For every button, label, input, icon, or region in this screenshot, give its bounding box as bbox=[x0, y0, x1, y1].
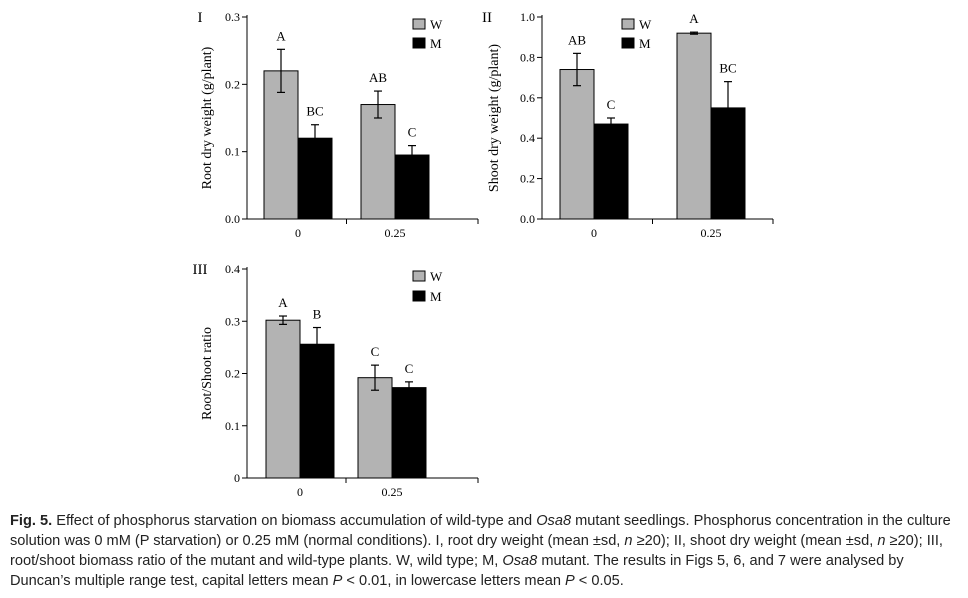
caption-text: mutant seedlings. Phosphorus concentrati… bbox=[10, 513, 951, 549]
y-tick-label: 0.3 bbox=[225, 10, 240, 24]
x-tick-label: 0.25 bbox=[701, 226, 722, 240]
legend-label-w: W bbox=[639, 17, 652, 32]
significance-letter: A bbox=[278, 295, 288, 310]
y-axis-label: Shoot dry weight (g/plant) bbox=[487, 44, 502, 192]
caption-text: ≥20); II, shoot dry weight (mean ±sd, bbox=[632, 533, 878, 549]
legend-label-w: W bbox=[430, 269, 443, 284]
legend-swatch-m bbox=[412, 290, 426, 302]
x-tick-label: 0 bbox=[297, 485, 303, 499]
y-tick-label: 0.4 bbox=[225, 262, 240, 276]
legend-label-m: M bbox=[430, 36, 442, 51]
significance-letter: C bbox=[607, 97, 616, 112]
bar-w-0.25 bbox=[360, 104, 396, 220]
panel-label: III bbox=[193, 262, 208, 278]
caption-text: n bbox=[624, 533, 633, 549]
caption-text: Effect of phosphorus starvation on bioma… bbox=[52, 513, 537, 529]
y-tick-label: 0.4 bbox=[520, 131, 535, 145]
y-tick-label: 0.2 bbox=[520, 172, 535, 186]
x-tick-label: 0.25 bbox=[385, 226, 406, 240]
caption-text: < 0.05. bbox=[574, 573, 624, 589]
bar-w-0.25 bbox=[357, 377, 393, 479]
significance-letter: A bbox=[689, 11, 699, 26]
caption-text: P bbox=[565, 573, 575, 589]
y-tick-label: 0.0 bbox=[520, 212, 535, 226]
chart-panel-i: I 0.0 0.1 0.2 0.3 0 0.25 Root dry weight (g/pla… bbox=[198, 10, 479, 240]
caption-text: mutant. The results in Figs 5, 6, and 7 … bbox=[10, 553, 904, 589]
chart-panel-iii: III 0 0.1 0.2 0.3 0.4 0 0.25 Root/Shoot ratio A B C… bbox=[193, 262, 479, 499]
caption-text: P bbox=[332, 573, 343, 589]
x-tick-label: 0.25 bbox=[382, 485, 403, 499]
panel-label: II bbox=[482, 10, 492, 26]
significance-letter: C bbox=[405, 361, 414, 376]
panel-label: I bbox=[198, 10, 203, 26]
legend-swatch-m bbox=[621, 37, 635, 49]
y-tick-label: 0.1 bbox=[225, 419, 240, 433]
caption-text: Osa8 bbox=[536, 513, 572, 529]
significance-letter: C bbox=[371, 344, 380, 359]
legend-label-w: W bbox=[430, 17, 443, 32]
y-tick-label: 0 bbox=[234, 471, 240, 485]
y-tick-label: 0.2 bbox=[225, 77, 240, 91]
y-tick-label: 0.6 bbox=[520, 91, 535, 105]
chart-panel-ii: II 0.0 0.2 0.4 0.6 0.8 1.0 0 0.25 Shoot dry weigh… bbox=[482, 10, 774, 240]
y-tick-label: 0.8 bbox=[520, 50, 535, 64]
bar-m-0.25 bbox=[391, 387, 427, 479]
significance-letter: BC bbox=[719, 61, 736, 76]
significance-letter: C bbox=[408, 125, 417, 140]
bar-w-0 bbox=[263, 70, 299, 220]
y-tick-label: 1.0 bbox=[520, 10, 535, 24]
caption-text: < 0.01, in lowercase letters mean bbox=[342, 573, 565, 589]
bar-m-0 bbox=[299, 343, 335, 479]
significance-letter: AB bbox=[369, 70, 387, 85]
significance-letter: B bbox=[313, 307, 322, 322]
bar-m-0.25 bbox=[710, 107, 746, 220]
legend-swatch-w bbox=[621, 18, 635, 30]
caption-text: Osa8 bbox=[502, 553, 538, 569]
legend-label-m: M bbox=[430, 289, 442, 304]
y-tick-label: 0.2 bbox=[225, 367, 240, 381]
caption-text: ≥20); III, root/shoot biomass ratio of t… bbox=[10, 533, 943, 569]
legend-swatch-w bbox=[412, 18, 426, 30]
y-tick-label: 0.1 bbox=[225, 145, 240, 159]
figure-charts: I 0.0 0.1 0.2 0.3 0 0.25 Root dry weight (g/pla… bbox=[193, 10, 774, 499]
caption-figure-label: Fig. 5. bbox=[10, 513, 53, 529]
bar-m-0.25 bbox=[394, 154, 430, 220]
bar-w-0 bbox=[559, 69, 595, 220]
y-tick-label: 0.0 bbox=[225, 212, 240, 226]
y-axis-label: Root/Shoot ratio bbox=[200, 327, 215, 420]
significance-letter: BC bbox=[306, 104, 323, 119]
bar-m-0 bbox=[593, 123, 629, 220]
x-tick-label: 0 bbox=[591, 226, 597, 240]
legend-swatch-m bbox=[412, 37, 426, 49]
y-axis-label: Root dry weight (g/plant) bbox=[200, 46, 215, 189]
significance-letter: A bbox=[276, 28, 286, 43]
legend-label-m: M bbox=[639, 36, 651, 51]
figure-caption: Fig. 5. Effect of phosphorus starvation … bbox=[10, 511, 960, 591]
caption-text: n bbox=[877, 533, 886, 549]
bar-w-0.25 bbox=[676, 32, 712, 220]
legend-swatch-w bbox=[412, 270, 426, 282]
significance-letter: AB bbox=[568, 32, 586, 47]
y-tick-label: 0.3 bbox=[225, 314, 240, 328]
bar-w-0 bbox=[265, 319, 301, 479]
x-tick-label: 0 bbox=[295, 226, 301, 240]
